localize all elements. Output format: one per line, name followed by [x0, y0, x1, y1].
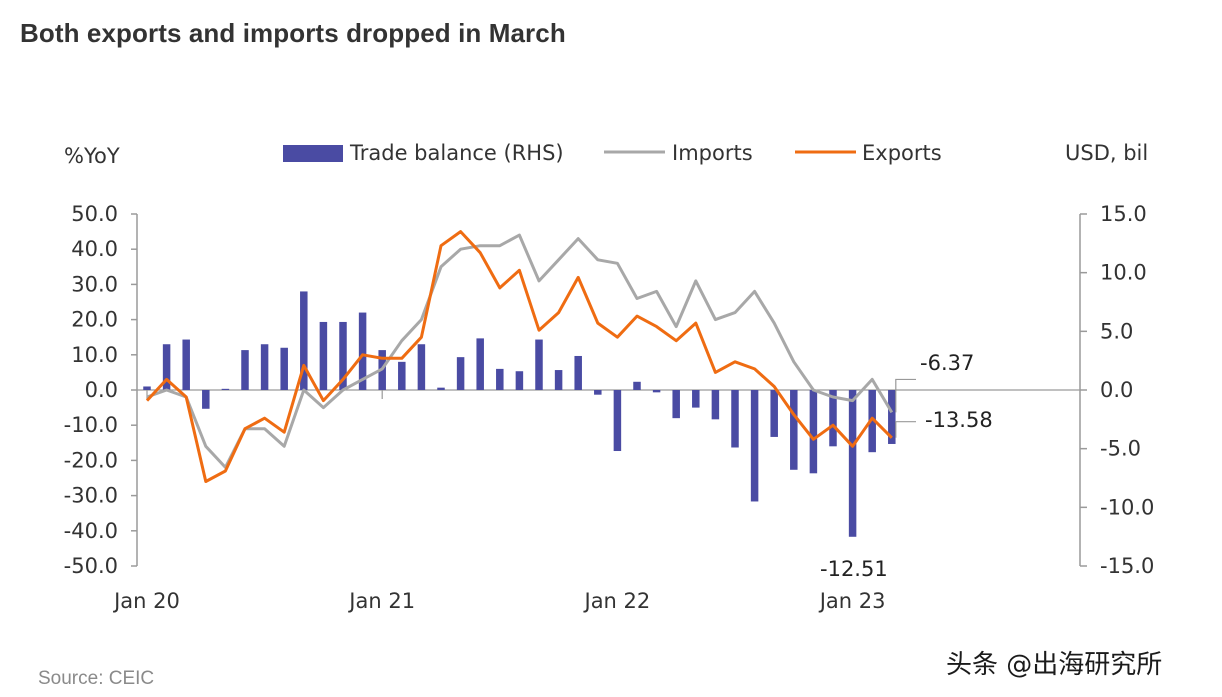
watermark: 头条 @出海研究所: [946, 650, 1163, 680]
trade-balance-bar: [750, 390, 759, 502]
trade-balance-bar: [319, 321, 328, 390]
trade-balance-bar: [888, 390, 896, 444]
trade-balance-bar: [790, 390, 798, 470]
trade-balance-bar: [594, 390, 602, 395]
trade-balance-bar: [868, 390, 876, 453]
left-axis-tick-label: -20.0: [64, 448, 118, 472]
x-axis-tick-label: Jan 22: [583, 589, 651, 613]
left-axis-tick-label: -30.0: [64, 484, 118, 508]
source-note: Source: CEIC: [38, 668, 155, 689]
chart-axes: 50.0 40.0 30.0 20.0 10.0 0.0 -10.0 -20.0 -30.0 -4…: [64, 202, 1155, 613]
right-axis-tick-label: -5.0: [1100, 437, 1141, 461]
left-axis-tick-label: 50.0: [71, 202, 118, 226]
value-annotations: -6.37 -13.58 -12.51: [820, 351, 993, 581]
trade-balance-bar: [221, 388, 230, 390]
trade-balance-bar: [633, 381, 641, 390]
trade-balance-bar: [280, 347, 288, 390]
trade-balance-bar: [260, 344, 269, 390]
right-axis-unit: USD, bil: [1065, 141, 1148, 165]
left-axis-tick-label: -40.0: [64, 519, 118, 543]
legend-label-exports: Exports: [862, 141, 942, 165]
trade-balance-bar: [358, 312, 367, 390]
legend-swatch-trade-balance: [283, 145, 343, 162]
trade-balance-bar: [535, 339, 543, 390]
right-axis-tick-label: -15.0: [1100, 554, 1154, 578]
trade-balance-bar: [143, 386, 151, 390]
right-axis-tick-label: 5.0: [1100, 319, 1133, 343]
trade-balance-bars: [143, 291, 896, 537]
chart-legend: Trade balance (RHS) Imports Exports: [283, 141, 942, 165]
left-axis-unit: %YoY: [64, 144, 120, 168]
trade-balance-bar: [456, 357, 465, 390]
trade-balance-bar: [731, 390, 739, 448]
exports-line: [145, 230, 893, 483]
trade-balance-bar: [496, 368, 504, 390]
legend-label-trade-balance: Trade balance (RHS): [349, 141, 564, 165]
chart-title: Both exports and imports dropped in Marc…: [20, 18, 566, 48]
imports-annotation-leader: [895, 378, 916, 413]
trade-balance-bar: [829, 390, 837, 447]
left-axis-tick-label: 40.0: [71, 237, 118, 261]
left-axis-tick-label: 30.0: [71, 272, 118, 296]
imports-line: [146, 233, 894, 469]
trade-balance-bar: [652, 390, 661, 393]
left-axis-tick-label: 0.0: [85, 378, 118, 402]
series-lines: [145, 230, 894, 483]
trade-balance-bar: [202, 390, 210, 409]
trade-balance-bar: [417, 344, 426, 390]
trade-balance-bar: [476, 338, 484, 390]
trade-balance-bar: [711, 390, 720, 420]
trade-balance-bar: [515, 371, 524, 390]
trade-balance-bar: [300, 291, 308, 390]
left-axis-tick-label: 10.0: [71, 343, 118, 367]
trade-balance-bar: [241, 350, 249, 390]
left-axis-tick-label: -10.0: [64, 413, 118, 437]
x-axis-tick-label: Jan 23: [818, 589, 886, 613]
trade-balance-bar: [672, 390, 680, 419]
trade-balance-bar: [339, 321, 347, 390]
annotation-trade-balance-min: -12.51: [820, 557, 888, 581]
right-axis-tick-label: 0.0: [1100, 378, 1133, 402]
trade-balance-bar: [692, 390, 700, 408]
x-axis-tick-label: Jan 21: [347, 589, 415, 613]
left-axis-tick-label: -50.0: [64, 554, 118, 578]
exports-annotation-leader: [895, 421, 916, 438]
trade-balance-bar: [182, 339, 190, 390]
left-axis-tick-label: 20.0: [71, 308, 118, 332]
trade-balance-bar: [162, 344, 171, 390]
x-axis-tick-label: Jan 20: [112, 589, 180, 613]
trade-balance-bar: [398, 361, 406, 390]
trade-balance-bar: [613, 390, 622, 452]
annotation-imports-last: -6.37: [920, 351, 974, 375]
trade-balance-bar: [554, 370, 563, 390]
trade-balance-bar: [574, 355, 582, 390]
trade-balance-bar: [809, 390, 818, 474]
trade-balance-bar: [770, 390, 778, 437]
right-axis-tick-label: -10.0: [1100, 495, 1154, 519]
trade-balance-bar: [437, 387, 445, 390]
annotation-exports-last: -13.58: [925, 408, 993, 432]
legend-label-imports: Imports: [672, 141, 753, 165]
right-axis-tick-label: 10.0: [1100, 261, 1147, 285]
trade-balance-bar: [848, 390, 857, 537]
right-axis-tick-label: 15.0: [1100, 202, 1147, 226]
